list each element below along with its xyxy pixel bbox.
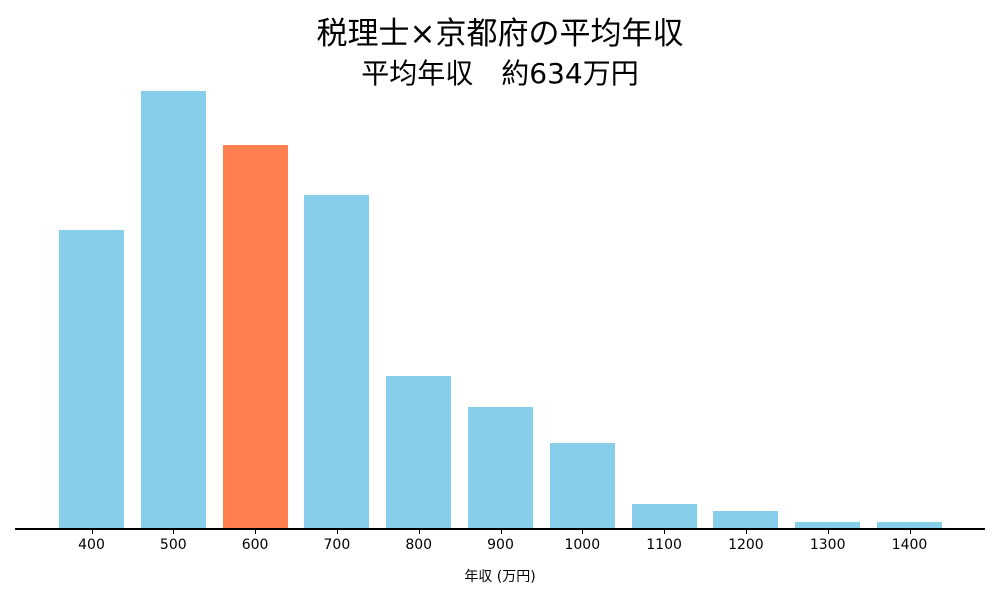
- x-tick-label: 900: [487, 537, 514, 553]
- x-tick-label: 1200: [728, 537, 764, 553]
- x-tick-label: 700: [323, 537, 351, 553]
- x-tick: [500, 529, 502, 534]
- x-tick-label: 800: [405, 537, 433, 553]
- x-tick-label: 1300: [809, 537, 846, 553]
- x-tick: [173, 529, 175, 534]
- x-tick-label: 1000: [564, 537, 601, 553]
- x-tick: [418, 529, 420, 534]
- bar-1000: [549, 443, 615, 529]
- x-tick: [255, 529, 257, 534]
- x-tick-label: 500: [159, 537, 187, 553]
- x-tick-label: 400: [78, 537, 105, 553]
- x-tick-label: 1400: [891, 537, 928, 553]
- x-tick: [745, 529, 747, 534]
- x-tick-label: 1100: [646, 537, 682, 553]
- bar-1300: [795, 522, 861, 529]
- x-tick: [909, 529, 911, 534]
- x-tick: [91, 529, 93, 534]
- x-tick-label: 600: [241, 537, 269, 553]
- chart-subtitle: 平均年収 約634万円: [361, 57, 639, 90]
- chart-title: 税理士×京都府の平均年収: [316, 16, 684, 52]
- bar-900: [468, 407, 533, 529]
- x-axis-line: [15, 528, 985, 530]
- bar-600: [222, 145, 288, 529]
- x-tick: [336, 529, 338, 534]
- bar-400: [59, 230, 124, 529]
- bar-1400: [877, 522, 942, 529]
- x-tick: [827, 529, 829, 534]
- bar-800: [386, 376, 452, 529]
- x-tick: [582, 529, 584, 534]
- bar-1100: [631, 504, 697, 529]
- bar-700: [304, 195, 370, 529]
- bar-1200: [713, 511, 779, 529]
- x-axis-label: 年収 (万円): [464, 569, 536, 585]
- bar-500: [140, 91, 206, 529]
- x-tick: [664, 529, 666, 534]
